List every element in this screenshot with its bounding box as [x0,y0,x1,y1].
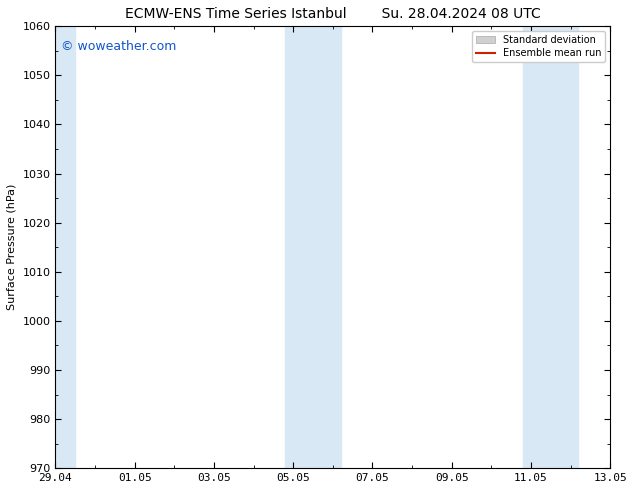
Bar [551,26,578,468]
Bar [285,26,313,468]
Bar [313,26,340,468]
Text: © woweather.com: © woweather.com [61,40,176,52]
Title: ECMW-ENS Time Series Istanbul        Su. 28.04.2024 08 UTC: ECMW-ENS Time Series Istanbul Su. 28.04.… [125,7,541,21]
Legend: Standard deviation, Ensemble mean run: Standard deviation, Ensemble mean run [472,31,605,62]
Bar [523,26,551,468]
Y-axis label: Surface Pressure (hPa): Surface Pressure (hPa) [7,184,17,311]
Bar [56,26,75,468]
